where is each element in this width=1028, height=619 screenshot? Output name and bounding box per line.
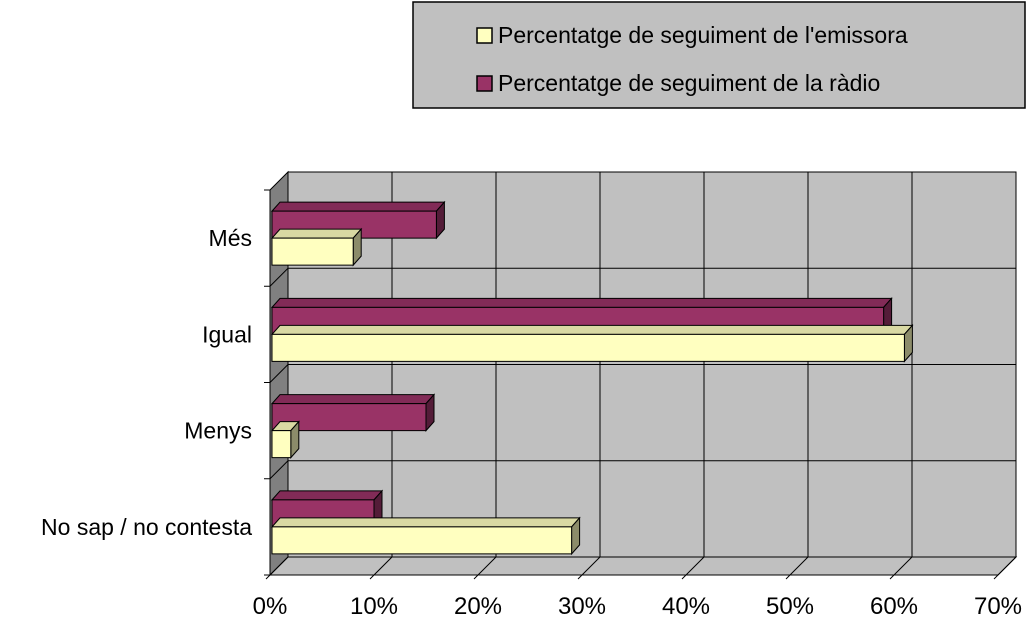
x-tick-label: 60% bbox=[870, 593, 918, 619]
x-tick-label: 20% bbox=[454, 593, 502, 619]
x-tick-label: 30% bbox=[558, 593, 606, 619]
floor-gridline bbox=[373, 556, 393, 576]
side-gridline bbox=[269, 267, 289, 287]
legend-entry: Percentatge de seguiment de l'emissora bbox=[498, 22, 908, 48]
x-tick-mark bbox=[577, 574, 583, 580]
legend: Percentatge de seguiment de l'emissora Pe… bbox=[412, 1, 1026, 109]
bar-top-face bbox=[270, 394, 436, 405]
x-tick-label: 50% bbox=[766, 593, 814, 619]
x-tick-label: 10% bbox=[350, 593, 398, 619]
floor-gridline bbox=[269, 556, 289, 576]
bar-top-face bbox=[270, 490, 384, 501]
legend-swatch bbox=[476, 27, 493, 44]
plot-floor bbox=[268, 556, 1018, 576]
x-tick-label: 70% bbox=[974, 593, 1022, 619]
x-tick-mark bbox=[369, 574, 375, 580]
x-tick-label: 40% bbox=[662, 593, 710, 619]
bar-emissora-1 bbox=[270, 324, 914, 363]
x-tick-mark bbox=[889, 574, 895, 580]
bar-emissora-0 bbox=[270, 227, 363, 267]
legend-entry: Percentatge de seguiment de la ràdio bbox=[498, 70, 880, 96]
bar-top-face bbox=[270, 297, 893, 308]
category-label: Menys bbox=[184, 418, 252, 444]
bar-front-face bbox=[271, 403, 427, 432]
bar-front-face bbox=[271, 333, 905, 362]
bars bbox=[270, 200, 914, 556]
x-tick-mark bbox=[993, 574, 999, 580]
legend-swatch bbox=[476, 75, 493, 92]
category-label: No sap / no contesta bbox=[41, 514, 252, 540]
x-tick-mark bbox=[681, 574, 687, 580]
bar-top-face bbox=[270, 517, 581, 528]
floor-gridline bbox=[789, 556, 809, 576]
bar-radio-0 bbox=[270, 200, 446, 240]
bar-emissora-3 bbox=[270, 516, 581, 556]
x-tick-mark bbox=[265, 574, 271, 580]
bar-front-face bbox=[271, 237, 354, 266]
x-tick-label: 0% bbox=[253, 593, 288, 619]
side-gridline bbox=[269, 460, 289, 480]
y-axis-category-labels: Més Igual Menys No sap / no contesta bbox=[41, 225, 252, 540]
floor-gridline bbox=[893, 556, 913, 576]
bar-top-face bbox=[270, 201, 446, 212]
bar-top-face bbox=[270, 228, 363, 239]
floor-gridline bbox=[685, 556, 705, 576]
x-axis-ticks: 0% 10% 20% 30% 40% 50% 60% 70% bbox=[253, 593, 1022, 619]
side-gridline bbox=[269, 364, 289, 383]
bar-radio-2 bbox=[270, 393, 436, 432]
bar-emissora-2 bbox=[270, 420, 300, 459]
x-tick-mark bbox=[473, 574, 479, 580]
floor-gridline bbox=[477, 556, 497, 576]
bar-top-face bbox=[270, 324, 914, 335]
floor-gridline bbox=[997, 556, 1017, 576]
category-label: Més bbox=[209, 225, 252, 251]
bar-front-face bbox=[271, 526, 573, 555]
floor-gridline bbox=[581, 556, 601, 576]
category-label: Igual bbox=[202, 321, 252, 347]
legend-box bbox=[412, 1, 1026, 109]
x-tick-mark bbox=[785, 574, 791, 580]
bar-front-face bbox=[271, 430, 292, 459]
